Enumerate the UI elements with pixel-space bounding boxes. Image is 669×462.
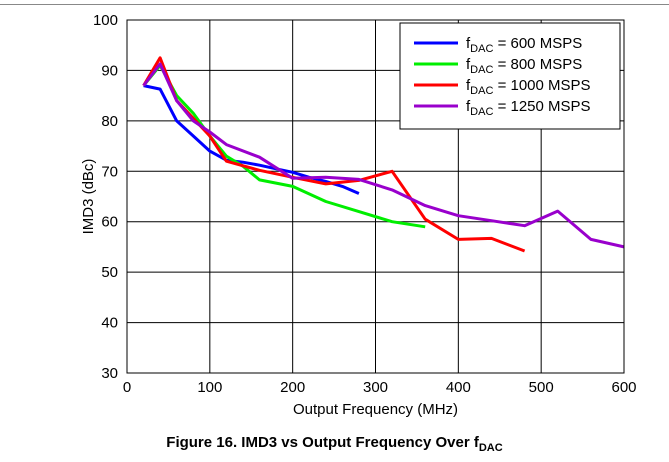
legend-label-subscript: DAC [470,43,493,55]
legend-label-rest: = 600 MSPS [493,35,582,52]
x-axis-label: Output Frequency (MHz) [293,401,458,418]
figure-caption: Figure 16. IMD3 vs Output Frequency Over… [0,434,669,454]
x-tick-label: 400 [446,379,471,396]
y-tick-label: 60 [101,214,118,231]
legend-label-rest: = 1250 MSPS [493,98,590,115]
top-rule [0,4,669,5]
y-tick-label: 100 [93,12,118,29]
series-line-0 [143,84,360,195]
legend-label-rest: = 1000 MSPS [493,77,590,94]
x-tick-label: 0 [123,379,131,396]
y-tick-label: 70 [101,163,118,180]
y-tick-label: 80 [101,113,118,130]
y-tick-label: 50 [101,264,118,281]
legend-label-0: fDAC = 600 MSPS [466,35,582,55]
legend-label-subscript: DAC [470,85,493,97]
legend-label-subscript: DAC [470,106,493,118]
plot-frame [126,19,625,374]
caption-subscript: DAC [478,442,503,454]
x-tick-label: 600 [611,379,636,396]
imd3-line-chart: 0 100 200 300 400 500 600 30 40 50 60 70 80 90 100 Out… [80,12,637,418]
y-axis-label: IMD3 (dBc) [80,159,97,235]
legend-label-3: fDAC = 1250 MSPS [466,98,591,118]
legend-label-main: f [466,56,471,73]
series-line-3 [142,62,625,249]
y-tick-label: 30 [101,365,118,382]
tick-labels: 0 100 200 300 400 500 600 30 40 50 60 70 80 90 100 [93,12,637,396]
x-tick-label: 100 [197,379,222,396]
x-tick-label: 500 [529,379,554,396]
legend-label-main: f [466,35,471,52]
legend-label-main: f [466,77,471,94]
legend-label-rest: = 800 MSPS [493,56,582,73]
legend-label-2: fDAC = 1000 MSPS [466,77,591,97]
x-tick-label: 300 [363,379,388,396]
legend-label-1: fDAC = 800 MSPS [466,56,582,76]
x-tick-label: 200 [280,379,305,396]
legend-label-main: f [466,98,471,115]
legend-box [399,22,621,130]
series-lines [142,56,625,253]
y-tick-label: 90 [101,62,118,79]
y-tick-label: 40 [101,315,118,332]
legend-label-subscript: DAC [470,64,493,76]
caption-main: Figure 16. IMD3 vs Output Frequency Over… [166,434,479,451]
